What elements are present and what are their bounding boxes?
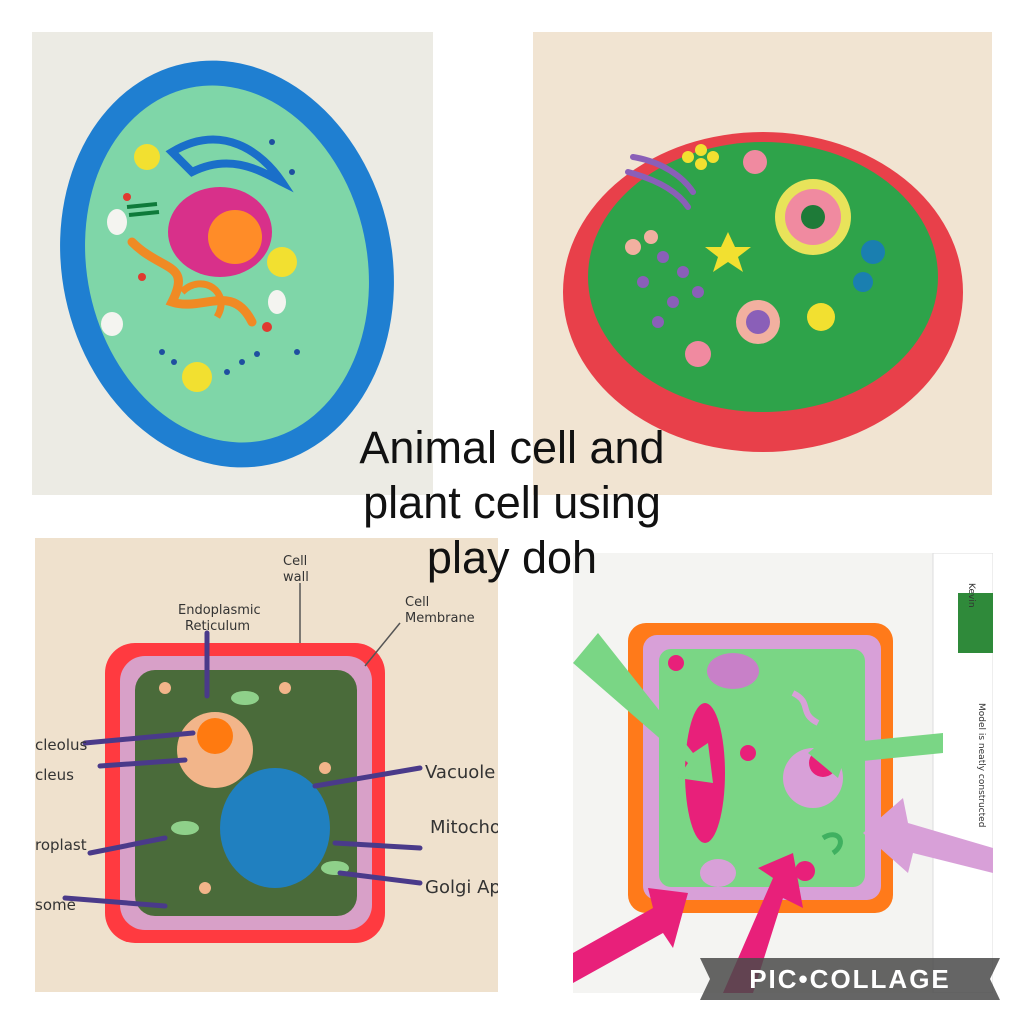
label-nucleolus: cleolus [35,736,87,754]
nucleolus [197,718,233,754]
nucleolus [208,210,262,264]
label-vacuole: Vacuole [425,762,495,783]
label-reticulum: Reticulum [185,619,250,634]
plant-cell-model-square: Kevin Model is neatly constructed [573,553,993,993]
photo-plant-cell-round [533,32,992,495]
cytoplasm [588,142,938,412]
photo-animal-cell [32,32,433,495]
label-membrane-2: Membrane [405,611,475,626]
label-golgi: Golgi Ap [425,877,498,898]
photo-plant-cell-square: Kevin Model is neatly constructed [573,553,993,993]
label-chloroplast: roplast [35,836,87,854]
label-cell-wall-1: Cell [283,554,307,569]
label-mitochondria: Mitochon [430,817,498,838]
collage-caption: Animal cell and plant cell using play do… [300,420,724,585]
plant-cell-model-round [533,32,992,495]
name-tag: Kevin [966,583,976,608]
label-cell-wall-2: wall [283,570,309,585]
pic-collage-watermark: PIC•COLLAGE [700,958,1000,1000]
vacuole [220,768,330,888]
caption-line-3: play doh [426,532,598,583]
animal-cell-model [32,32,433,495]
label-endoplasmic: Endoplasmic [178,603,261,618]
label-nucleus: cleus [35,766,74,784]
caption-line-2: plant cell using [363,477,661,528]
caption-line-1: Animal cell and [359,422,665,473]
labeled-plant-cell-model: Endoplasmic Reticulum Cell wall Cell Mem… [35,538,498,992]
watermark-text: PIC•COLLAGE [749,964,951,994]
photo-labeled-plant-cell: Endoplasmic Reticulum Cell wall Cell Mem… [35,538,498,992]
label-ribosome: some [35,896,76,914]
label-membrane-1: Cell [405,595,429,610]
rubric-text: Model is neatly constructed [976,703,986,827]
